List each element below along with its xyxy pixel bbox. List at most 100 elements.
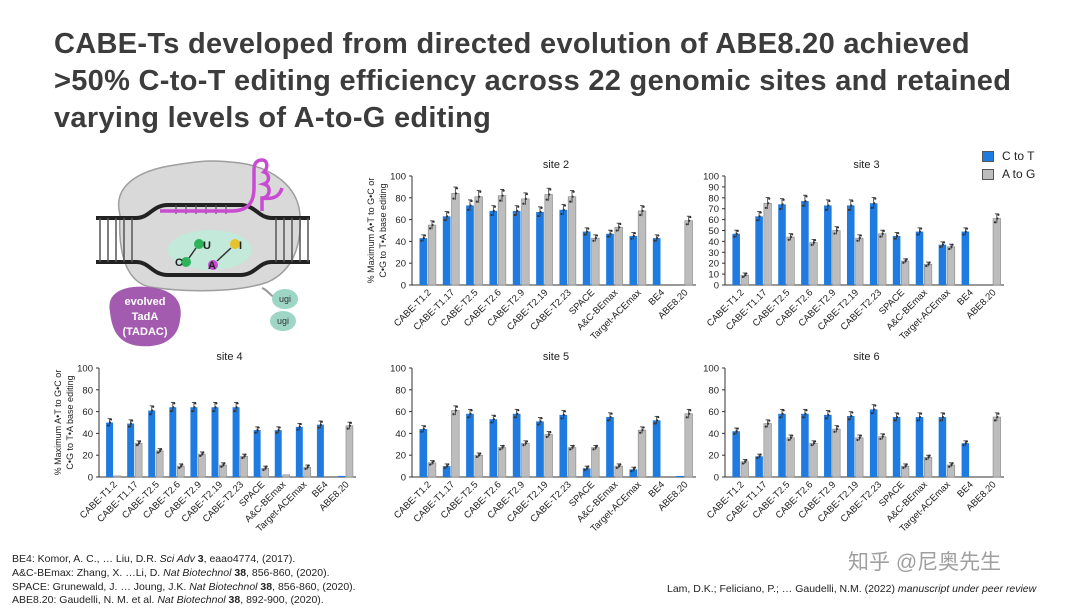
bar-c-to-t-space [253,430,261,477]
bar-a-to-g-cabe-t2-5 [474,454,483,478]
data-point [993,419,997,422]
data-point [767,202,770,205]
data-point [735,430,738,433]
bar-c-to-t-cabe-t2-9 [190,407,198,477]
bar-a-to-g-target-acemax [946,246,956,286]
data-point [685,416,688,419]
data-point [927,456,930,459]
data-point [420,239,423,242]
data-point [243,455,246,458]
data-point [688,412,691,415]
reference-space: SPACE: Grunewald, J. … Joung, J.K. Nat B… [12,580,356,593]
data-point [873,202,876,205]
data-point [879,235,882,238]
data-point [812,241,816,244]
data-point [916,419,919,422]
bar-a-to-g-abe8-20 [345,425,354,478]
chart-panel-site-3: site 30102030405060708090100CABE-T1.2CAB… [703,159,1004,343]
citation: Lam, D.K.; Feliciano, P.; … Gaudelli, N.… [667,583,1037,595]
bar-c-to-t-cabe-t1-2 [419,429,428,477]
data-point [257,426,260,429]
bar-c-to-t-cabe-t2-5 [466,205,474,285]
data-point [941,243,945,246]
data-point [479,190,482,193]
data-point [632,234,635,238]
data-point [759,211,762,214]
data-point [630,237,633,240]
data-point [466,208,470,211]
bar-a-to-g-abe8-20 [992,218,1001,286]
y-tick-label: 60 [708,215,719,226]
data-point [422,427,425,431]
data-point [443,466,446,469]
data-point [499,199,502,202]
bar-a-to-g-cabe-t2-19 [544,194,553,286]
data-point [833,430,836,433]
bar-c-to-t-a-c-bemax [606,233,614,285]
data-point [540,206,543,209]
data-point [657,234,660,237]
data-point [502,444,505,447]
y-tick-label: 100 [390,172,406,183]
data-point [781,203,784,206]
chart-title-site-6: site 6 [853,351,879,363]
base-i-dot [230,239,240,249]
data-point [595,234,599,237]
data-point [828,410,831,413]
bar-a-to-g-abe8-20 [684,220,693,286]
base-editor-diagram: C U A I evolved TadA (TADAC) ugi ugi [96,158,310,347]
data-point [277,429,280,432]
data-point [801,416,805,419]
data-point [606,419,610,422]
data-point [736,427,739,430]
data-point [615,466,618,469]
data-point [501,446,504,449]
data-point [151,409,154,412]
bar-a-to-g-cabe-t1-17 [451,410,460,478]
bar-a-to-g-cabe-t2-23 [567,196,577,286]
data-point [902,261,905,264]
data-point [870,412,873,415]
bar-c-to-t-space [582,468,591,477]
y-tick-label: 40 [395,429,406,440]
bar-c-to-t-cabe-t2-9 [512,210,521,285]
data-point [202,451,205,454]
data-point [741,275,744,279]
data-point [549,188,552,191]
data-point [744,460,747,463]
data-point [902,466,905,469]
data-point [916,233,919,236]
data-point [306,466,309,469]
data-point [429,463,432,466]
data-point [572,190,575,193]
data-point [432,459,435,463]
data-point [160,447,163,451]
data-point [490,213,493,217]
legend-swatch-c-to-t [982,150,994,162]
bar-c-to-t-cabe-t2-5 [778,204,786,285]
data-point [447,463,450,466]
bar-c-to-t-target-acemax [629,235,638,285]
data-point [563,204,567,207]
bar-c-to-t-space [582,231,591,285]
y-tick-label: 100 [703,172,719,183]
bar-a-to-g-cabe-t2-6 [809,242,818,286]
legend-swatch-a-to-g [982,168,994,180]
y-axis-label-line-2: C•G to T•A base editing [378,183,388,277]
guide-rna [160,158,271,213]
data-point [539,420,542,423]
data-point [758,455,761,458]
data-point [653,422,656,425]
y-tick-label: 40 [708,429,719,440]
data-point [431,223,434,227]
data-point [965,440,969,443]
chart-title-site-3: site 3 [853,159,879,171]
bar-c-to-t-cabe-t2-6 [489,419,498,477]
bar-a-to-g-target-acemax [637,210,647,286]
y-tick-label: 60 [82,407,93,418]
data-point [851,411,854,414]
base-c-dot [181,257,191,267]
bar-c-to-t-be4 [652,238,661,285]
data-point [298,425,301,428]
data-point [223,462,226,465]
